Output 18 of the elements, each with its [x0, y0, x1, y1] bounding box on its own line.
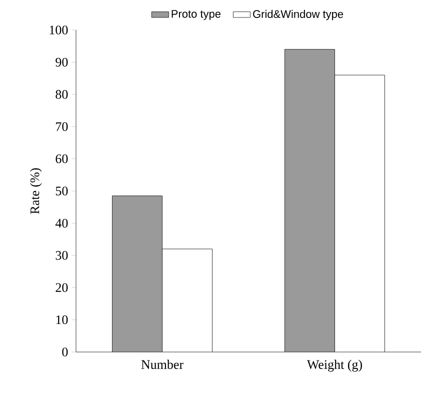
- y-tick-label: 90: [56, 58, 68, 67]
- y-tick-label: 50: [56, 186, 68, 196]
- legend-label: Proto type: [172, 10, 221, 20]
- y-tick-label: 70: [56, 122, 68, 131]
- y-axis-title: Rate (%): [30, 168, 42, 214]
- y-tick-label: 0: [62, 348, 68, 356]
- bar: [112, 196, 162, 352]
- y-tick-label: 40: [55, 218, 68, 228]
- y-tick-label: 60: [56, 154, 68, 164]
- y-tick-label: 20: [56, 283, 68, 292]
- bar: [284, 49, 335, 352]
- y-tick-label: 100: [50, 26, 68, 34]
- y-tick-label: 10: [56, 315, 68, 324]
- legend-label: Grid&Window type: [253, 10, 344, 20]
- x-tick-label: Number: [141, 360, 184, 369]
- x-tick-label: Weight (g): [306, 360, 362, 372]
- y-tick-label: 80: [56, 90, 68, 99]
- y-tick-label: 30: [56, 251, 68, 260]
